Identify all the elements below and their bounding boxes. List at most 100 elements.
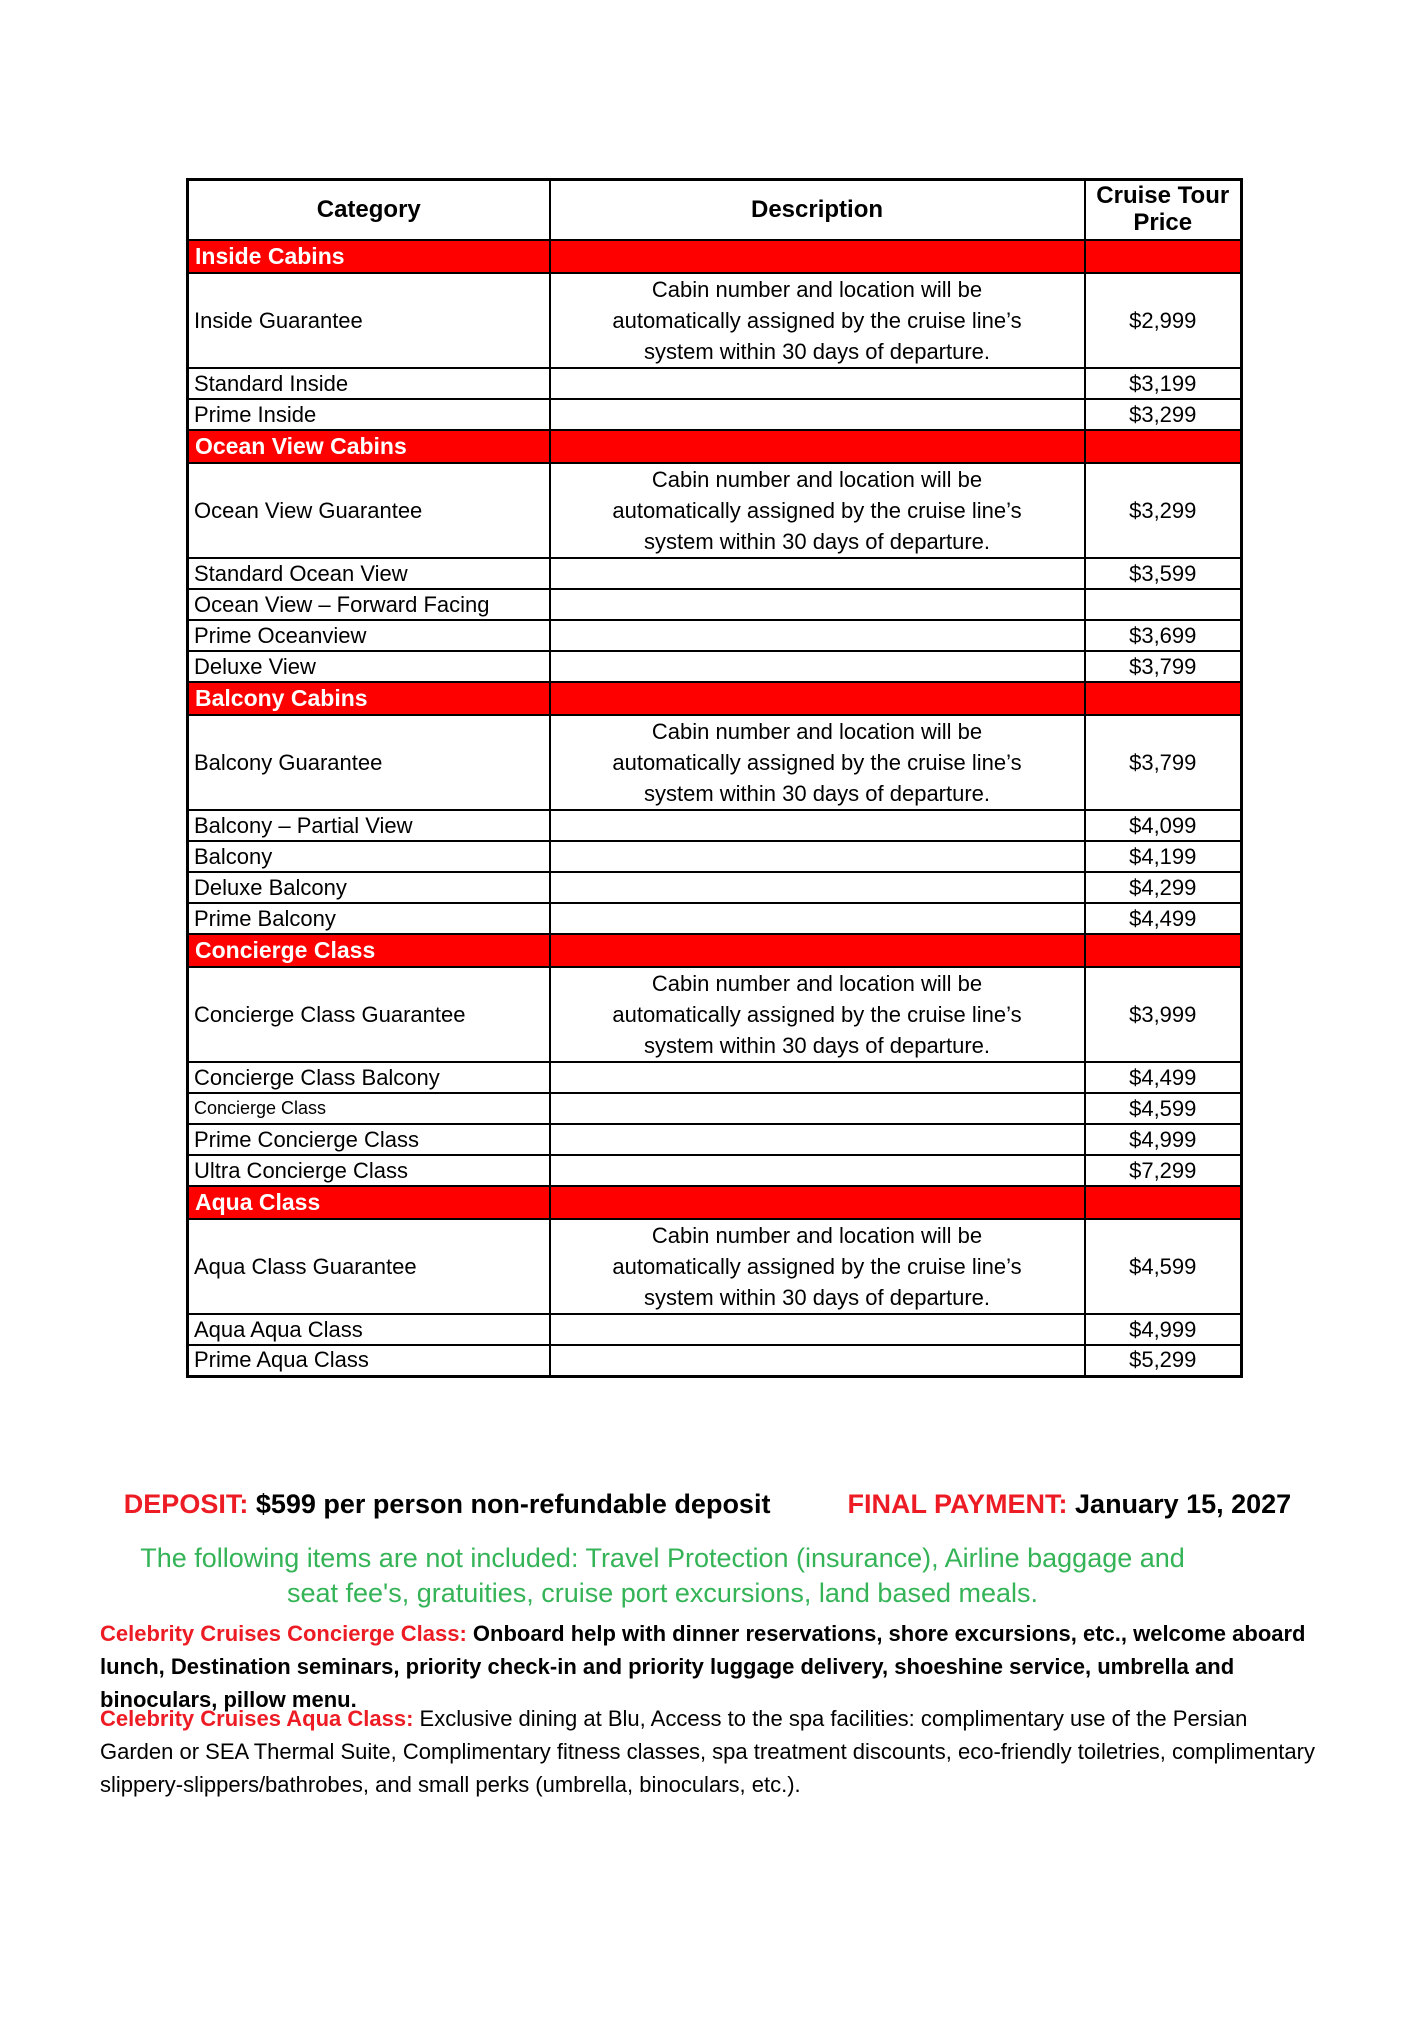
category-cell: Prime Inside bbox=[186, 398, 551, 431]
table-row: Concierge Class Guarantee Cabin number an… bbox=[186, 966, 1243, 1063]
category-cell: Balcony – Partial View bbox=[186, 809, 551, 842]
concierge-paragraph-body: Onboard help with dinner reservations, s… bbox=[100, 1621, 1306, 1712]
price-cell: $4,099 bbox=[1083, 809, 1243, 842]
category-cell: Ocean View – Forward Facing bbox=[186, 588, 551, 621]
description-cell bbox=[548, 902, 1086, 935]
section-row: Aqua Class bbox=[186, 1185, 1243, 1220]
deposit-value: $599 per person non-refundable deposit bbox=[255, 1489, 771, 1519]
description-cell bbox=[548, 398, 1086, 431]
pricing-table: Category Description Cruise Tour Price I… bbox=[186, 178, 1243, 1378]
category-cell: Prime Concierge Class bbox=[186, 1123, 551, 1156]
table-row: Ultra Concierge Class $7,299 bbox=[186, 1154, 1243, 1187]
section-empty-cell bbox=[1083, 933, 1243, 968]
final-payment-label: FINAL PAYMENT: bbox=[847, 1489, 1068, 1519]
price-cell: $3,799 bbox=[1083, 714, 1243, 811]
category-cell: Deluxe Balcony bbox=[186, 871, 551, 904]
description-cell bbox=[548, 1123, 1086, 1156]
category-cell: Prime Balcony bbox=[186, 902, 551, 935]
category-cell: Standard Inside bbox=[186, 367, 551, 400]
price-cell: $4,999 bbox=[1083, 1313, 1243, 1346]
description-cell bbox=[548, 1313, 1086, 1346]
description-cell bbox=[548, 367, 1086, 400]
description-cell: Cabin number and location will be automa… bbox=[548, 966, 1086, 1063]
section-label-cell: Concierge Class bbox=[186, 933, 551, 968]
section-empty-cell bbox=[548, 239, 1086, 274]
not-included-note: The following items are not included: Tr… bbox=[140, 1543, 1185, 1608]
price-cell: $4,499 bbox=[1083, 902, 1243, 935]
description-cell: Cabin number and location will be automa… bbox=[548, 714, 1086, 811]
section-row: Inside Cabins bbox=[186, 239, 1243, 274]
section-empty-cell bbox=[1083, 681, 1243, 716]
category-cell: Balcony bbox=[186, 840, 551, 873]
category-cell: Prime Oceanview bbox=[186, 619, 551, 652]
final-payment-value: January 15, 2027 bbox=[1075, 1489, 1292, 1519]
price-cell: $3,999 bbox=[1083, 966, 1243, 1063]
table-row: Prime Oceanview $3,699 bbox=[186, 619, 1243, 652]
section-empty-cell bbox=[1083, 1185, 1243, 1220]
table-row: Concierge Class Balcony $4,499 bbox=[186, 1061, 1243, 1094]
price-cell: $3,299 bbox=[1083, 398, 1243, 431]
section-label-cell: Ocean View Cabins bbox=[186, 429, 551, 464]
price-cell: $3,199 bbox=[1083, 367, 1243, 400]
category-cell: Ocean View Guarantee bbox=[186, 462, 551, 559]
section-empty-cell bbox=[548, 681, 1086, 716]
section-label-cell: Inside Cabins bbox=[186, 239, 551, 274]
description-cell: Cabin number and location will be automa… bbox=[548, 462, 1086, 559]
price-cell bbox=[1083, 588, 1243, 621]
description-cell bbox=[548, 619, 1086, 652]
price-cell: $4,599 bbox=[1083, 1218, 1243, 1315]
description-cell bbox=[548, 1154, 1086, 1187]
description-cell bbox=[548, 588, 1086, 621]
description-cell bbox=[548, 1344, 1086, 1377]
price-cell: $4,499 bbox=[1083, 1061, 1243, 1094]
table-row: Prime Aqua Class $5,299 bbox=[186, 1344, 1243, 1377]
description-cell bbox=[548, 650, 1086, 683]
section-empty-cell bbox=[1083, 239, 1243, 274]
aqua-paragraph-body: Exclusive dining at Blu, Access to the s… bbox=[100, 1706, 1315, 1797]
description-cell bbox=[548, 871, 1086, 904]
deposit-line: DEPOSIT: $599 per person non-refundable … bbox=[100, 1489, 1315, 1520]
price-cell: $4,199 bbox=[1083, 840, 1243, 873]
price-cell: $2,999 bbox=[1083, 272, 1243, 369]
category-cell: Aqua Aqua Class bbox=[186, 1313, 551, 1346]
description-cell bbox=[548, 557, 1086, 590]
category-cell: Concierge Class Balcony bbox=[186, 1061, 551, 1094]
section-row: Concierge Class bbox=[186, 933, 1243, 968]
table-row: Aqua Aqua Class $4,999 bbox=[186, 1313, 1243, 1346]
section-empty-cell bbox=[548, 429, 1086, 464]
table-row: Ocean View – Forward Facing bbox=[186, 588, 1243, 621]
section-label-cell: Balcony Cabins bbox=[186, 681, 551, 716]
section-row: Ocean View Cabins bbox=[186, 429, 1243, 464]
price-cell: $5,299 bbox=[1083, 1344, 1243, 1377]
price-cell: $4,299 bbox=[1083, 871, 1243, 904]
category-cell: Inside Guarantee bbox=[186, 272, 551, 369]
table-row: Prime Inside $3,299 bbox=[186, 398, 1243, 431]
category-cell: Ultra Concierge Class bbox=[186, 1154, 551, 1187]
section-empty-cell bbox=[548, 1185, 1086, 1220]
category-cell: Standard Ocean View bbox=[186, 557, 551, 590]
price-cell: $3,699 bbox=[1083, 619, 1243, 652]
category-cell: Concierge Class Guarantee bbox=[186, 966, 551, 1063]
table-header-row: Category Description Cruise Tour Price bbox=[186, 178, 1243, 241]
table-row: Concierge Class $4,599 bbox=[186, 1092, 1243, 1125]
concierge-class-paragraph: Celebrity Cruises Concierge Class: Onboa… bbox=[100, 1617, 1318, 1716]
concierge-paragraph-lead: Celebrity Cruises Concierge Class: bbox=[100, 1621, 467, 1646]
aqua-class-paragraph: Celebrity Cruises Aqua Class: Exclusive … bbox=[100, 1702, 1318, 1801]
aqua-paragraph-lead: Celebrity Cruises Aqua Class: bbox=[100, 1706, 414, 1731]
price-cell: $7,299 bbox=[1083, 1154, 1243, 1187]
table-row: Balcony – Partial View $4,099 bbox=[186, 809, 1243, 842]
table-row: Ocean View Guarantee Cabin number and loc… bbox=[186, 462, 1243, 559]
description-cell: Cabin number and location will be automa… bbox=[548, 272, 1086, 369]
price-cell: $4,599 bbox=[1083, 1092, 1243, 1125]
category-cell: Balcony Guarantee bbox=[186, 714, 551, 811]
price-cell: $3,799 bbox=[1083, 650, 1243, 683]
deposit-label: DEPOSIT: bbox=[123, 1489, 249, 1519]
description-cell bbox=[548, 1061, 1086, 1094]
section-row: Balcony Cabins bbox=[186, 681, 1243, 716]
description-cell bbox=[548, 809, 1086, 842]
table-row: Deluxe Balcony $4,299 bbox=[186, 871, 1243, 904]
description-cell bbox=[548, 840, 1086, 873]
table-row: Deluxe View $3,799 bbox=[186, 650, 1243, 683]
column-header-category: Category bbox=[186, 178, 551, 241]
price-cell: $3,599 bbox=[1083, 557, 1243, 590]
